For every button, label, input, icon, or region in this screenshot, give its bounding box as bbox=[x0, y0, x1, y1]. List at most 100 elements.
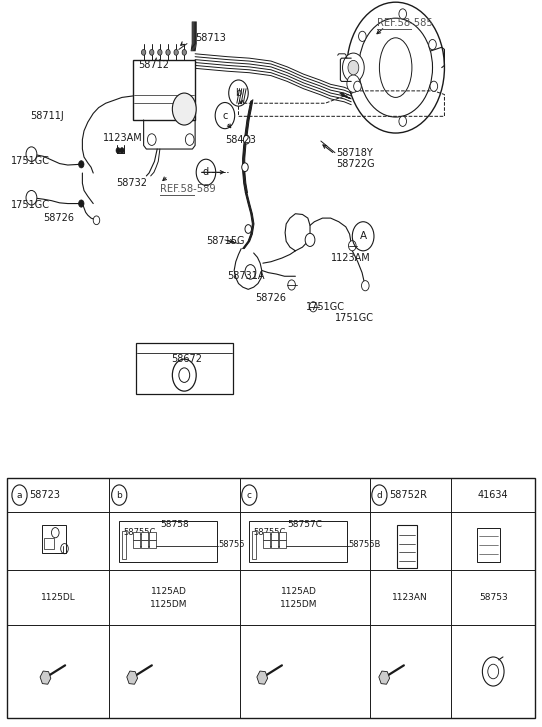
Bar bbox=[149, 540, 156, 547]
Text: a: a bbox=[17, 491, 22, 499]
Text: 58755C: 58755C bbox=[254, 528, 286, 537]
Circle shape bbox=[26, 147, 37, 161]
Text: 1751GC: 1751GC bbox=[11, 156, 50, 166]
Text: 58732: 58732 bbox=[117, 178, 147, 188]
Circle shape bbox=[288, 280, 295, 290]
Text: 58753: 58753 bbox=[479, 593, 508, 602]
Circle shape bbox=[93, 216, 100, 225]
Text: 58711J: 58711J bbox=[30, 111, 63, 121]
Bar bbox=[133, 540, 140, 547]
Circle shape bbox=[245, 225, 251, 233]
Bar bbox=[271, 532, 278, 539]
Circle shape bbox=[182, 49, 186, 55]
Text: REF.58-585: REF.58-585 bbox=[377, 18, 433, 28]
Bar bbox=[249, 521, 347, 562]
Circle shape bbox=[399, 116, 406, 126]
Circle shape bbox=[158, 49, 162, 55]
Text: 58713: 58713 bbox=[195, 33, 226, 43]
Text: 58726: 58726 bbox=[255, 293, 286, 303]
Circle shape bbox=[362, 281, 369, 291]
Circle shape bbox=[348, 60, 359, 75]
Bar bbox=[149, 532, 156, 539]
Text: 1125AD: 1125AD bbox=[151, 587, 187, 596]
Text: d: d bbox=[377, 491, 382, 499]
Circle shape bbox=[147, 134, 156, 145]
Text: 58722G: 58722G bbox=[336, 159, 375, 169]
Bar bbox=[271, 540, 278, 547]
Bar bbox=[42, 526, 66, 553]
Circle shape bbox=[242, 163, 248, 172]
Circle shape bbox=[141, 49, 146, 55]
Circle shape bbox=[116, 148, 120, 153]
Circle shape bbox=[359, 31, 366, 41]
Text: c: c bbox=[222, 111, 228, 121]
Circle shape bbox=[79, 200, 84, 207]
Bar bbox=[141, 540, 148, 547]
Circle shape bbox=[349, 241, 356, 251]
Circle shape bbox=[343, 53, 364, 82]
Circle shape bbox=[347, 75, 360, 92]
Circle shape bbox=[309, 302, 317, 312]
Text: 1125DM: 1125DM bbox=[280, 600, 318, 609]
Text: 58755B: 58755B bbox=[348, 539, 380, 549]
Bar bbox=[141, 532, 148, 539]
Bar bbox=[263, 532, 270, 539]
Circle shape bbox=[354, 81, 362, 92]
Bar bbox=[136, 343, 233, 394]
Text: 41634: 41634 bbox=[478, 490, 508, 500]
Text: 58715G: 58715G bbox=[206, 236, 244, 246]
Text: 58726: 58726 bbox=[43, 213, 74, 223]
Circle shape bbox=[120, 148, 124, 153]
Text: 1123AM: 1123AM bbox=[331, 253, 370, 263]
Text: 58423: 58423 bbox=[225, 134, 256, 145]
Circle shape bbox=[172, 93, 196, 125]
Bar bbox=[263, 540, 270, 547]
Bar bbox=[133, 532, 140, 539]
Text: 1125AD: 1125AD bbox=[281, 587, 317, 596]
Circle shape bbox=[305, 233, 315, 246]
Circle shape bbox=[245, 265, 256, 279]
Circle shape bbox=[399, 9, 406, 19]
Circle shape bbox=[150, 49, 154, 55]
Text: 58752R: 58752R bbox=[389, 490, 427, 500]
Bar bbox=[397, 525, 417, 569]
Bar bbox=[119, 521, 217, 562]
Text: 58758: 58758 bbox=[160, 521, 189, 529]
Bar bbox=[252, 531, 256, 558]
Text: 58723: 58723 bbox=[29, 490, 60, 500]
Text: 58712: 58712 bbox=[138, 60, 169, 71]
Circle shape bbox=[429, 39, 436, 49]
Bar bbox=[122, 531, 126, 558]
Text: 58755C: 58755C bbox=[124, 528, 156, 537]
Text: 1123AM: 1123AM bbox=[103, 133, 143, 143]
Circle shape bbox=[185, 134, 194, 145]
Text: 58757C: 58757C bbox=[287, 521, 322, 529]
Text: 58755: 58755 bbox=[218, 539, 244, 549]
Text: 1125DL: 1125DL bbox=[41, 593, 75, 602]
Text: 1125DM: 1125DM bbox=[150, 600, 188, 609]
Bar bbox=[477, 528, 500, 563]
Bar bbox=[279, 540, 286, 547]
Bar bbox=[7, 478, 535, 718]
Text: b: b bbox=[235, 88, 242, 98]
Circle shape bbox=[430, 81, 437, 92]
Text: 1751GC: 1751GC bbox=[306, 302, 345, 312]
Bar bbox=[279, 532, 286, 539]
Circle shape bbox=[166, 49, 170, 55]
Text: c: c bbox=[247, 491, 252, 499]
Text: 58672: 58672 bbox=[171, 354, 202, 364]
Text: d: d bbox=[203, 167, 209, 177]
Text: 58731A: 58731A bbox=[228, 271, 265, 281]
Circle shape bbox=[26, 190, 37, 205]
Circle shape bbox=[243, 135, 250, 144]
Text: REF.58-589: REF.58-589 bbox=[160, 184, 216, 194]
Text: 58718Y: 58718Y bbox=[336, 148, 373, 158]
Bar bbox=[44, 539, 54, 549]
Text: 1751GC: 1751GC bbox=[11, 200, 50, 210]
Text: 1123AN: 1123AN bbox=[392, 593, 428, 602]
Circle shape bbox=[79, 161, 84, 168]
Circle shape bbox=[174, 49, 178, 55]
Bar bbox=[133, 60, 195, 120]
Text: A: A bbox=[359, 231, 367, 241]
Text: b: b bbox=[117, 491, 122, 499]
